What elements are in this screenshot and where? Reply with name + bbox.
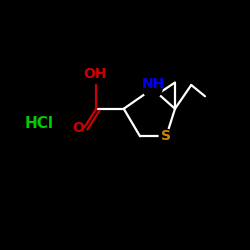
Circle shape	[159, 129, 173, 143]
Text: NH: NH	[142, 77, 166, 91]
Text: S: S	[161, 129, 171, 143]
Text: O: O	[72, 120, 84, 134]
Circle shape	[143, 79, 162, 98]
Text: HCl: HCl	[24, 116, 53, 131]
Text: OH: OH	[83, 67, 107, 81]
